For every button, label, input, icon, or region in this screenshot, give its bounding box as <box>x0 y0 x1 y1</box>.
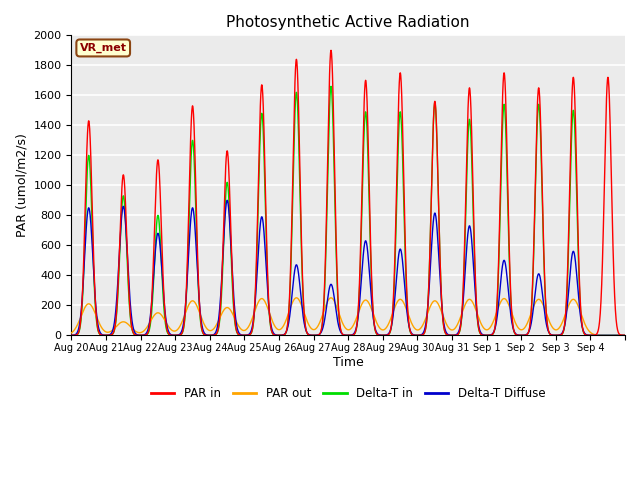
Legend: PAR in, PAR out, Delta-T in, Delta-T Diffuse: PAR in, PAR out, Delta-T in, Delta-T Dif… <box>146 382 550 404</box>
Title: Photosynthetic Active Radiation: Photosynthetic Active Radiation <box>227 15 470 30</box>
Text: VR_met: VR_met <box>80 43 127 53</box>
Y-axis label: PAR (umol/m2/s): PAR (umol/m2/s) <box>15 133 28 237</box>
X-axis label: Time: Time <box>333 356 364 369</box>
